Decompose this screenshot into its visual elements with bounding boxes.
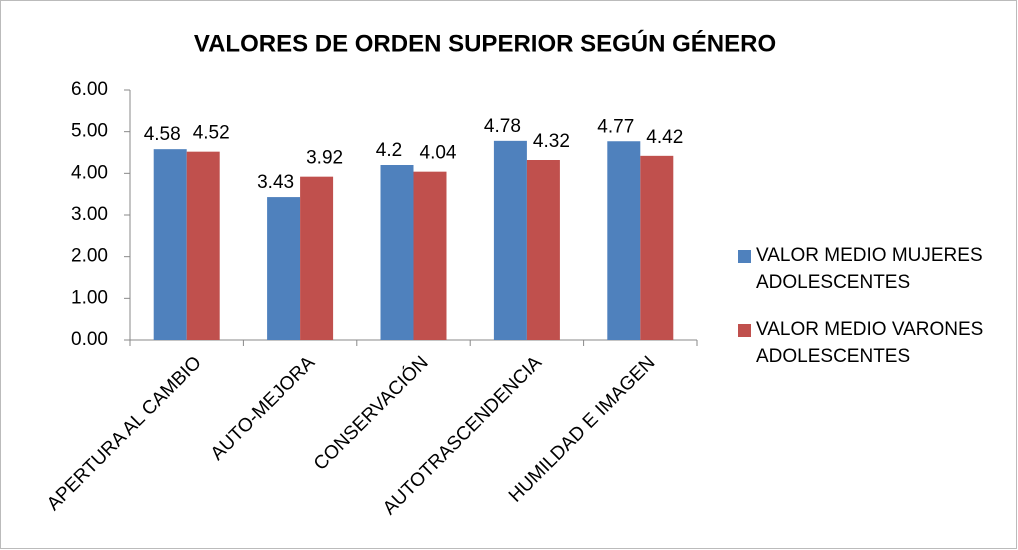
data-label: 4.32	[533, 131, 570, 152]
bar	[640, 155, 674, 340]
data-label: 4.42	[646, 127, 683, 148]
y-tick-label: 5.00	[71, 121, 108, 142]
legend-label: VALOR MEDIO VARONES ADOLESCENTES	[756, 319, 984, 367]
y-tick-label: 0.00	[71, 329, 108, 350]
data-label: 4.52	[193, 123, 230, 144]
data-label: 4.2	[376, 140, 402, 161]
legend: VALOR MEDIO MUJERES ADOLESCENTES VALOR ME…	[738, 242, 1008, 390]
legend-item: VALOR MEDIO MUJERES ADOLESCENTES	[738, 242, 1008, 296]
chart-title: VALORES DE ORDEN SUPERIOR SEGÚN GÉNERO	[194, 29, 776, 57]
y-tick-label: 4.00	[71, 162, 108, 183]
data-label: 4.04	[420, 143, 457, 164]
bar	[186, 151, 220, 340]
bar	[413, 171, 447, 340]
bar	[153, 149, 187, 340]
bar	[380, 165, 414, 340]
legend-item: VALOR MEDIO VARONES ADOLESCENTES	[738, 316, 1008, 370]
data-label: 3.43	[257, 172, 294, 193]
data-label: 4.58	[144, 124, 181, 145]
bar	[267, 197, 301, 340]
legend-swatch	[738, 250, 751, 263]
y-tick-label: 1.00	[71, 287, 108, 308]
y-tick-label: 2.00	[71, 246, 108, 267]
bar	[300, 176, 334, 340]
y-tick-label: 3.00	[71, 204, 108, 225]
legend-label: VALOR MEDIO MUJERES ADOLESCENTES	[756, 245, 983, 293]
bar	[493, 140, 527, 340]
data-label: 4.78	[484, 116, 521, 137]
data-label: 4.77	[597, 116, 634, 137]
data-label: 3.92	[306, 148, 343, 169]
bar	[526, 160, 560, 340]
bar	[607, 141, 641, 340]
y-tick-label: 6.00	[71, 79, 108, 100]
legend-swatch	[738, 324, 751, 337]
